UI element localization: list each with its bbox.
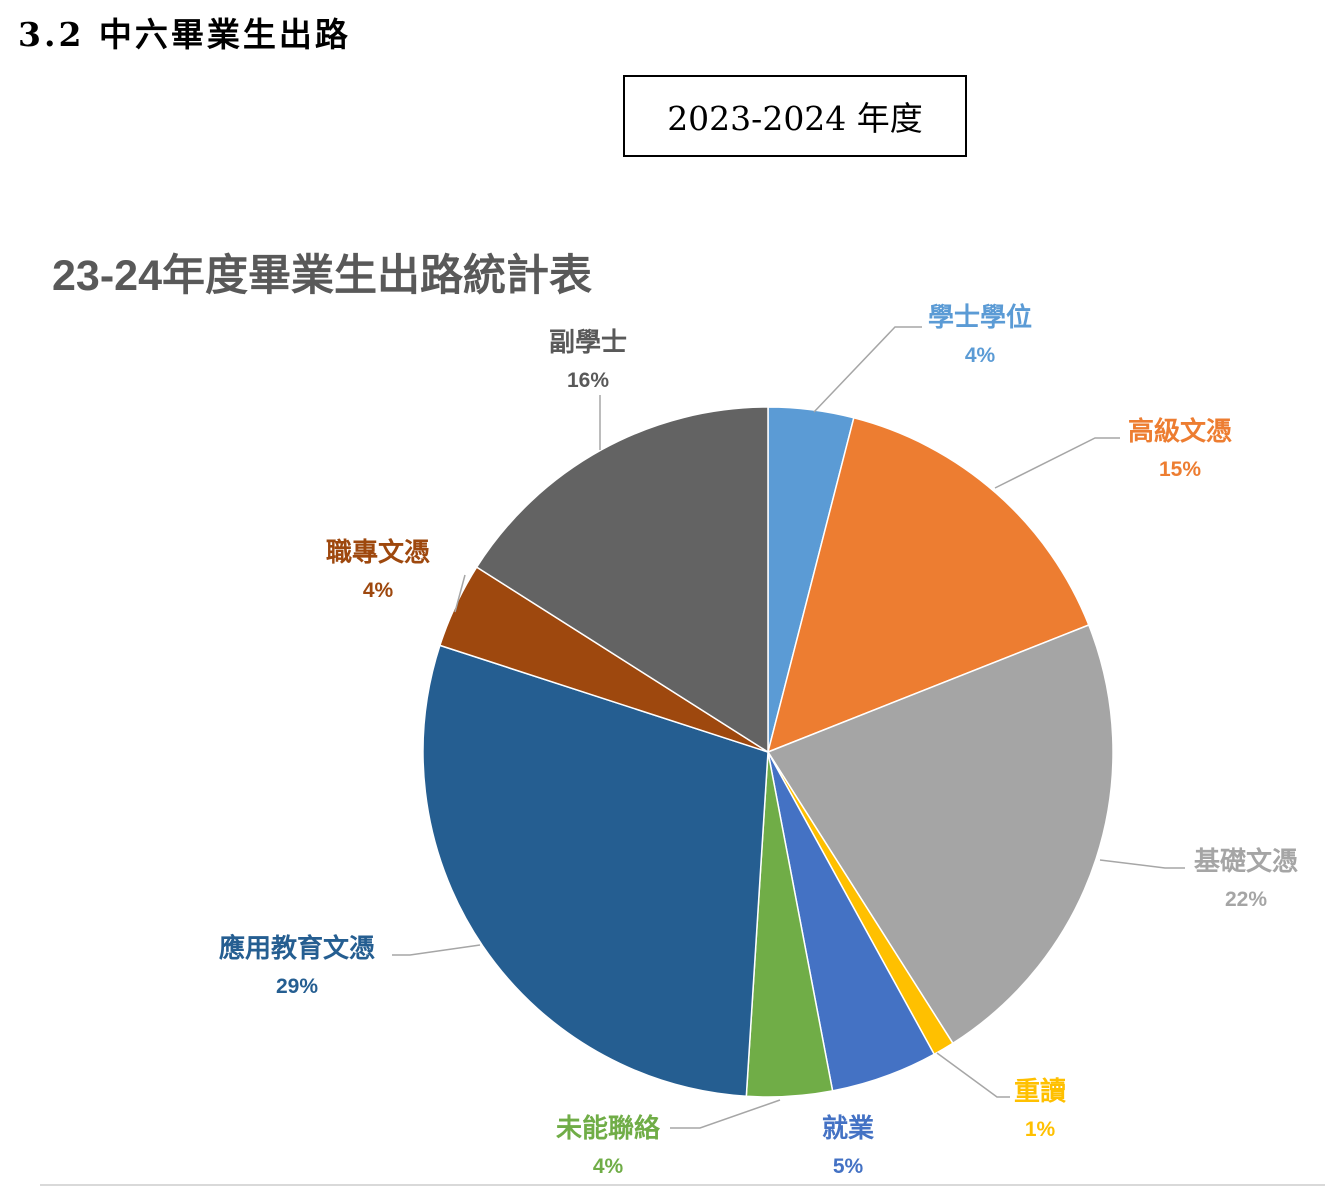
year-box: 2023-2024 年度	[623, 75, 967, 157]
leader-line	[670, 1099, 781, 1129]
pie-slice	[766, 624, 1114, 1045]
slice-label: 副學士	[549, 327, 627, 357]
slice-label: 職專文憑	[326, 537, 430, 567]
slice-percent: 15%	[1159, 458, 1201, 481]
leader-lines	[392, 326, 1185, 1129]
leader-line	[1099, 859, 1185, 869]
leader-line	[392, 944, 481, 956]
slice-label: 重讀	[1014, 1076, 1066, 1106]
bottom-rule	[40, 1184, 1325, 1186]
slice-percent: 16%	[567, 369, 609, 392]
pie-slice	[766, 416, 1090, 754]
leader-line	[936, 1052, 1010, 1098]
slice-label: 就業	[822, 1113, 874, 1143]
slice-percent: 22%	[1225, 888, 1267, 911]
pie-slices	[422, 406, 1114, 1098]
slice-label: 未能聯絡	[556, 1113, 661, 1143]
slice-percent: 29%	[276, 975, 318, 998]
slice-percent: 4%	[363, 579, 394, 602]
slice-label: 應用教育文憑	[219, 933, 375, 963]
leader-line	[994, 437, 1120, 489]
section-heading: 3.2 中六畢業生出路	[18, 15, 351, 54]
leader-line	[454, 574, 466, 613]
year-box-label: 2023-2024 年度	[667, 99, 923, 138]
slice-label: 高級文憑	[1128, 416, 1232, 446]
slice-labels: 學士學位 4% 高級文憑 15% 基礎文憑 22% 重讀 1% 就業 5% 未能聯絡 4% 應用教育文憑…	[219, 302, 1298, 1178]
slice-percent: 4%	[593, 1155, 624, 1178]
slice-percent: 5%	[833, 1155, 864, 1178]
slice-percent: 4%	[965, 344, 996, 367]
pie-slice	[422, 644, 769, 1098]
slice-percent: 1%	[1025, 1118, 1056, 1141]
slice-label: 學士學位	[928, 302, 1032, 332]
slice-label: 基礎文憑	[1194, 846, 1298, 876]
pie-slice	[475, 406, 769, 754]
chart-title: 23-24年度畢業生出路統計表	[52, 252, 592, 300]
leader-line	[813, 326, 922, 413]
